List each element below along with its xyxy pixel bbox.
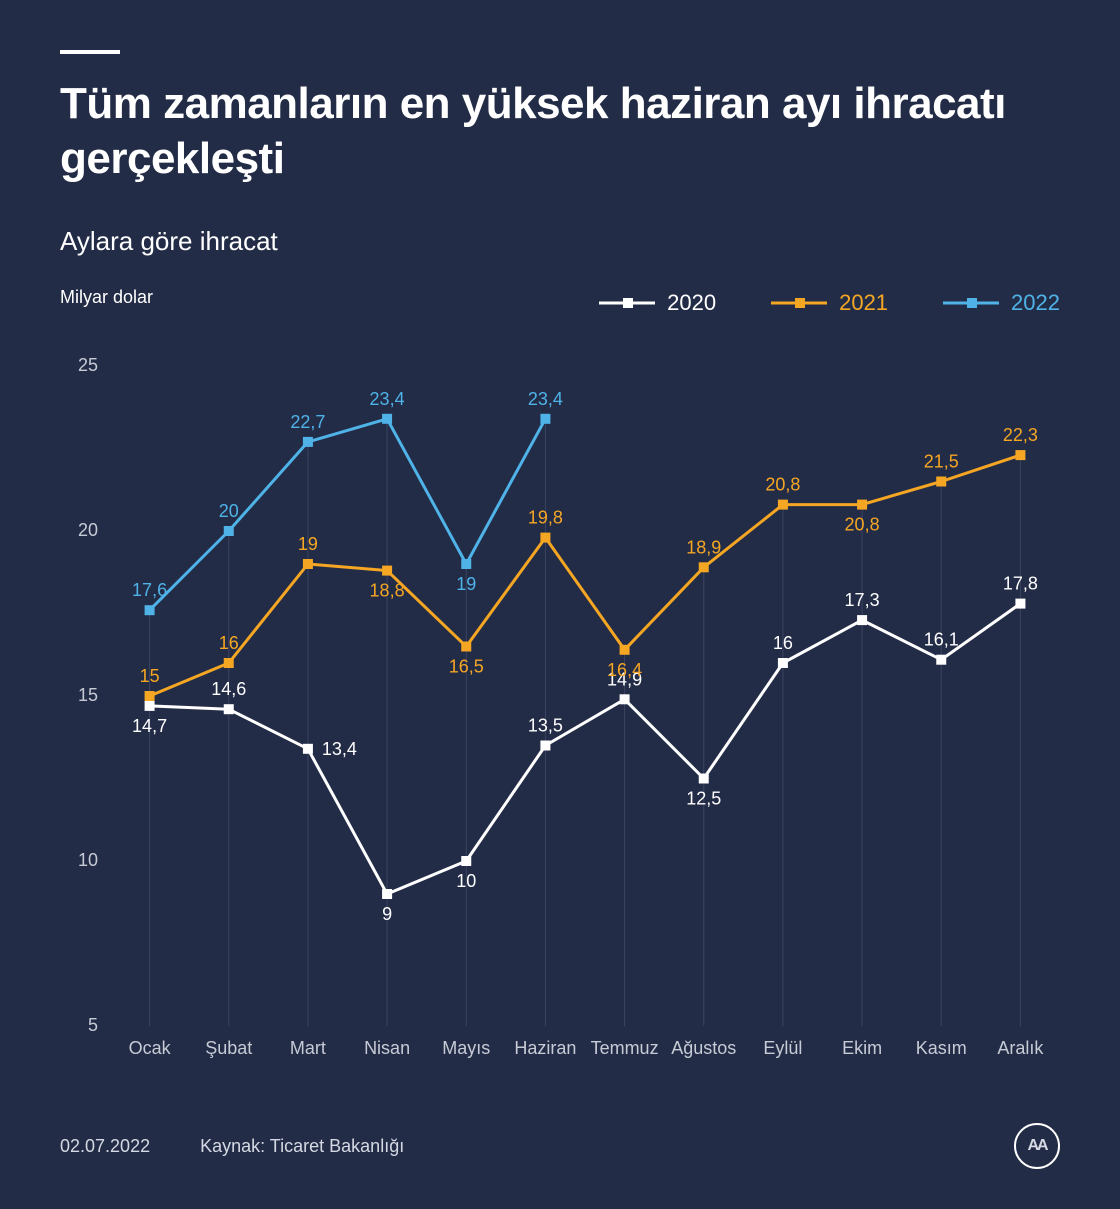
svg-text:23,4: 23,4 <box>528 389 563 409</box>
svg-text:19: 19 <box>456 574 476 594</box>
svg-text:15: 15 <box>78 685 98 705</box>
svg-text:20,8: 20,8 <box>845 515 880 535</box>
svg-text:Ocak: Ocak <box>129 1038 172 1058</box>
svg-text:12,5: 12,5 <box>686 789 721 809</box>
svg-text:20: 20 <box>78 520 98 540</box>
svg-text:10: 10 <box>456 871 476 891</box>
footer-source: Kaynak: Ticaret Bakanlığı <box>200 1136 404 1157</box>
svg-text:18,9: 18,9 <box>686 537 721 557</box>
legend-swatch-icon <box>771 297 827 309</box>
svg-text:Mart: Mart <box>290 1038 326 1058</box>
svg-text:15: 15 <box>140 666 160 686</box>
legend-label: 2020 <box>667 290 716 316</box>
svg-text:22,7: 22,7 <box>290 412 325 432</box>
svg-text:13,5: 13,5 <box>528 716 563 736</box>
svg-text:16: 16 <box>773 633 793 653</box>
svg-text:19: 19 <box>298 534 318 554</box>
legend-label: 2021 <box>839 290 888 316</box>
svg-text:18,8: 18,8 <box>370 581 405 601</box>
svg-text:Mayıs: Mayıs <box>442 1038 490 1058</box>
svg-text:16: 16 <box>219 633 239 653</box>
footer-date: 02.07.2022 <box>60 1136 150 1157</box>
svg-text:14,7: 14,7 <box>132 716 167 736</box>
svg-text:13,4: 13,4 <box>322 739 357 759</box>
svg-text:Aralık: Aralık <box>997 1038 1044 1058</box>
legend: 2020 2021 2022 <box>599 290 1060 316</box>
svg-text:Ekim: Ekim <box>842 1038 882 1058</box>
svg-text:23,4: 23,4 <box>370 389 405 409</box>
svg-text:Kasım: Kasım <box>916 1038 967 1058</box>
svg-text:21,5: 21,5 <box>924 452 959 472</box>
svg-text:16,5: 16,5 <box>449 657 484 677</box>
aa-logo-icon: AA <box>1014 1123 1060 1169</box>
svg-text:22,3: 22,3 <box>1003 425 1038 445</box>
footer: 02.07.2022 Kaynak: Ticaret Bakanlığı AA <box>60 1123 1060 1169</box>
svg-text:25: 25 <box>78 355 98 375</box>
svg-text:17,8: 17,8 <box>1003 574 1038 594</box>
svg-text:17,6: 17,6 <box>132 580 167 600</box>
svg-text:20: 20 <box>219 501 239 521</box>
svg-text:Ağustos: Ağustos <box>671 1038 736 1058</box>
subtitle: Aylara göre ihracat <box>60 226 1060 257</box>
svg-text:9: 9 <box>382 904 392 924</box>
svg-text:5: 5 <box>88 1015 98 1035</box>
legend-swatch-icon <box>943 297 999 309</box>
line-chart: 5 10 15 20 25 Ocak Şubat Mart Nisan Mayıs Haziran T… <box>60 326 1060 1091</box>
svg-text:16,4: 16,4 <box>607 660 642 680</box>
svg-text:14,6: 14,6 <box>211 679 246 699</box>
legend-item-2021: 2021 <box>771 290 888 316</box>
legend-item-2022: 2022 <box>943 290 1060 316</box>
legend-swatch-icon <box>599 297 655 309</box>
svg-text:20,8: 20,8 <box>765 475 800 495</box>
page-title: Tüm zamanların en yüksek haziran ayı ihr… <box>60 76 1060 186</box>
svg-text:17,3: 17,3 <box>845 590 880 610</box>
svg-text:16,1: 16,1 <box>924 630 959 650</box>
svg-text:19,8: 19,8 <box>528 508 563 528</box>
y-axis-label: Milyar dolar <box>60 287 153 308</box>
title-accent <box>60 50 120 54</box>
svg-text:Nisan: Nisan <box>364 1038 410 1058</box>
svg-text:Temmuz: Temmuz <box>591 1038 659 1058</box>
legend-item-2020: 2020 <box>599 290 716 316</box>
svg-text:Haziran: Haziran <box>514 1038 576 1058</box>
svg-text:10: 10 <box>78 850 98 870</box>
svg-text:Şubat: Şubat <box>205 1038 252 1058</box>
legend-label: 2022 <box>1011 290 1060 316</box>
svg-text:Eylül: Eylül <box>763 1038 802 1058</box>
